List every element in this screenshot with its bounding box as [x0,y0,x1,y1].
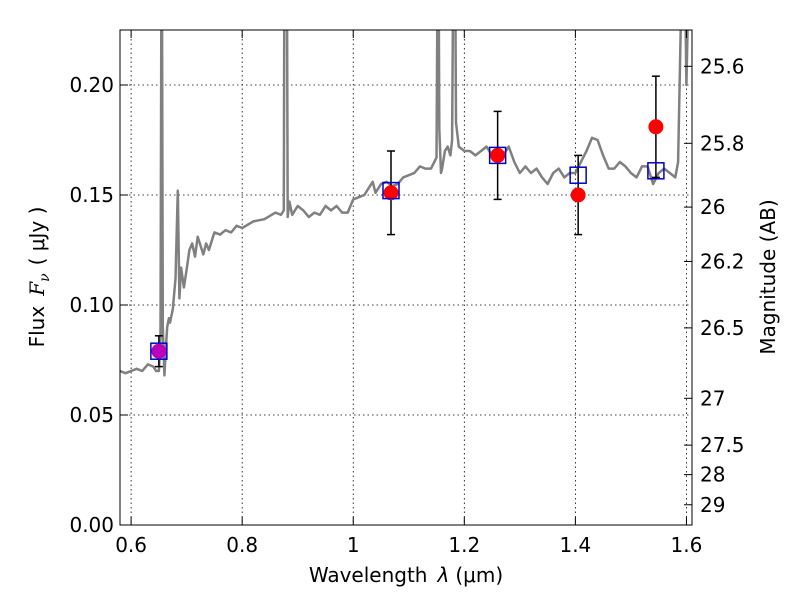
model-point [569,166,587,184]
x-tick-label: 1.2 [448,533,480,557]
y2-tick-label: 27.5 [700,433,745,457]
y2-axis-label: Magnitude (AB) [756,199,780,354]
x-tick-label: 1 [347,533,360,557]
y2-tick-label: 27 [700,386,725,410]
y2-tick-label: 26.5 [700,316,745,340]
model-point [382,181,400,200]
y-tick-label: 0.15 [69,183,114,207]
plot-frame [119,29,693,526]
y2-tick-label: 25.6 [700,54,745,78]
points-layer [150,75,665,368]
observed-point [490,147,506,163]
observed-point [383,185,399,201]
x-axis-label: Wavelength λ (μm) [309,563,503,587]
y2-tick-label: 26 [700,195,725,219]
model-point [488,146,507,165]
y2-tick-label: 26.2 [700,249,745,273]
grid-layer [120,30,692,526]
x-tick-label: 0.8 [226,533,258,557]
observed-point [648,119,664,135]
observed-point [151,343,167,359]
observed-point [570,187,586,203]
y-tick-label: 0.05 [69,403,114,427]
y-axis-label: FluxFν( μJy ) [25,207,53,348]
y2-tick-label: 28 [700,463,725,487]
model-point [150,342,168,360]
x-tick-label: 1.4 [559,533,591,557]
y2-tick-label: 29 [700,493,725,517]
x-tick-label: 0.6 [115,533,147,557]
x-tick-label: 1.6 [671,533,703,557]
y-tick-label: 0.10 [69,293,114,317]
ticks-layer: 0.6 0.8 1 1.2 1.4 1.6 0.00 0.05 0.10 0.15 0.20 25.6… [69,30,745,557]
model-point [647,162,665,180]
y-tick-label: 0.00 [69,513,114,537]
y2-tick-label: 25.8 [700,131,745,155]
y-tick-label: 0.20 [69,73,114,97]
